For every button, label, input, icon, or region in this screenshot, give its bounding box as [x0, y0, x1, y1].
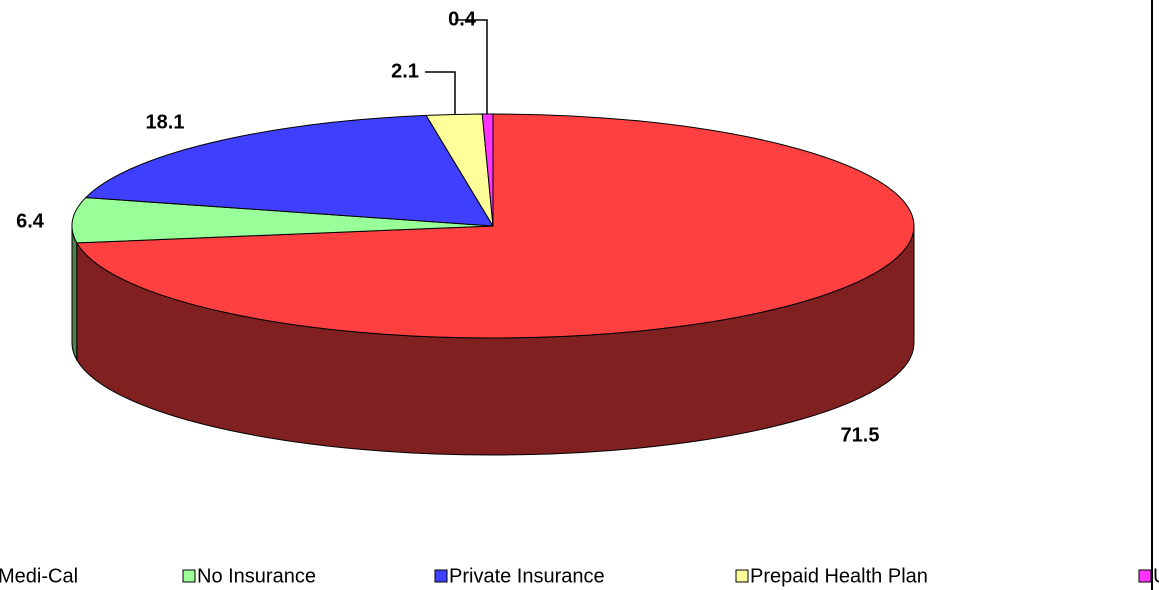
legend-label: Medi-Cal — [0, 565, 78, 587]
pie-slice — [75, 113, 915, 339]
legend-swatch — [182, 569, 196, 583]
pie-tops — [71, 113, 915, 339]
data-label: 6.4 — [16, 210, 45, 232]
data-labels: 71.5 6.4 18.1 2.1 0.4 — [16, 8, 879, 446]
legend-label: Prepaid Health Plan — [750, 565, 928, 587]
legend-swatch — [1138, 569, 1152, 583]
pie-slice — [481, 113, 494, 227]
legend: Medi-Cal No Insurance Private Insurance Pre… — [0, 565, 1159, 587]
legend-label: Private Insurance — [449, 565, 605, 587]
data-label: 18.1 — [146, 111, 185, 133]
data-label: 2.1 — [391, 60, 419, 82]
data-label: 71.5 — [841, 424, 880, 446]
leader-line — [455, 19, 488, 115]
pie-slice — [71, 197, 494, 244]
legend-label: No Insurance — [197, 565, 316, 587]
data-label: 0.4 — [448, 8, 477, 30]
leader-line — [425, 71, 456, 115]
legend-swatch — [735, 569, 749, 583]
pie-slice — [84, 114, 494, 227]
legend-label: Unknown — [1153, 565, 1159, 587]
pie-side — [71, 225, 78, 362]
legend-swatch — [434, 569, 448, 583]
